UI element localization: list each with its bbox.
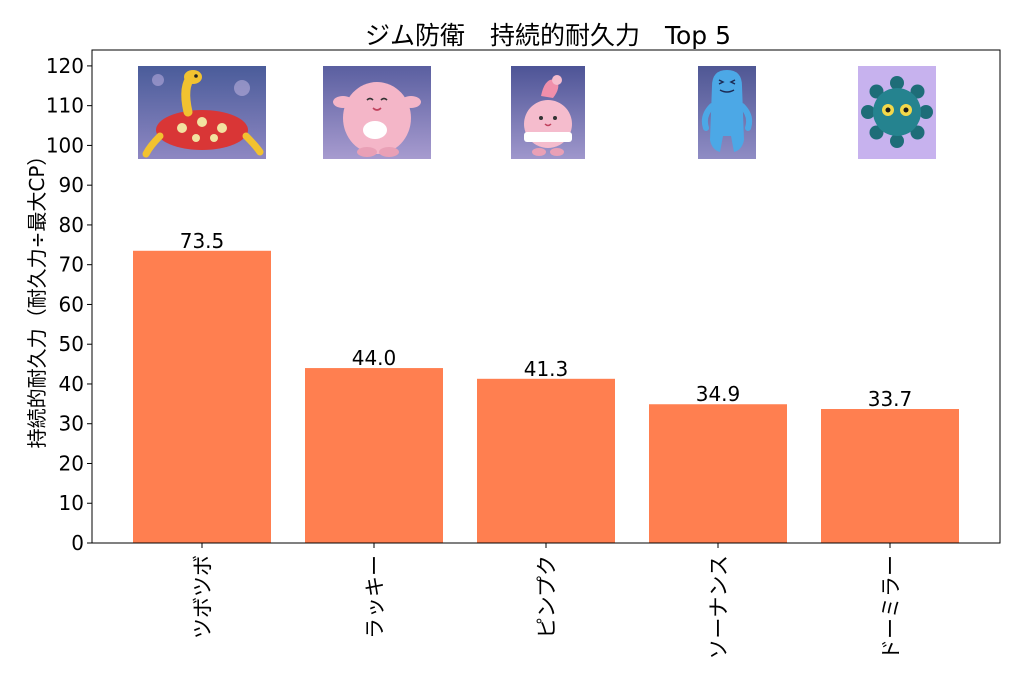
x-tick-label: ドーミラー [879,555,903,660]
y-axis-ticks: 0 10 20 30 40 50 60 70 80 90 100 110 120 [46,54,92,555]
value-label: 44.0 [352,346,397,370]
value-label: 33.7 [868,387,913,411]
y-axis-label: 持続的耐久力（耐久力÷最大CP） [25,146,49,449]
wobbuffet-image [698,66,756,159]
bar-5 [821,409,959,543]
bar-4 [649,404,787,543]
bar-2 [305,368,443,543]
bronzor-image [858,66,936,159]
value-label: 34.9 [696,382,741,406]
value-label: 73.5 [180,229,225,253]
x-tick-label: ソーナンス [707,555,731,660]
value-label: 41.3 [524,357,569,381]
x-tick-label: ツボツボ [191,555,215,639]
x-tick-label: ラッキー [363,555,387,639]
y-tick-label: 30 [59,412,84,436]
y-tick-label: 80 [59,213,84,237]
y-tick-label: 120 [46,54,84,78]
y-tick-label: 40 [59,372,84,396]
y-tick-label: 10 [59,491,84,515]
axes-frame [91,49,1001,544]
bar-3 [477,378,615,543]
y-tick-label: 70 [59,253,84,277]
happiny-image [511,66,585,159]
bar-1 [133,250,271,543]
y-tick-label: 100 [46,133,84,157]
chansey-image [323,66,431,159]
y-tick-label: 0 [71,531,84,555]
y-tick-label: 50 [59,332,84,356]
y-tick-label: 110 [46,94,84,118]
value-labels: 73.5 44.0 41.3 34.9 33.7 [180,229,913,411]
x-axis-ticks: ツボツボ ラッキー ピンプク ソーナンス ドーミラー [191,543,903,660]
shuckle-image [138,66,266,159]
pokemon-images [138,66,936,159]
y-tick-label: 60 [59,292,84,316]
y-tick-label: 90 [59,173,84,197]
bars [133,250,959,543]
chart-title: ジム防衛 持続的耐久力 Top 5 [365,21,731,50]
x-tick-label: ピンプク [535,555,559,638]
y-tick-label: 20 [59,451,84,475]
